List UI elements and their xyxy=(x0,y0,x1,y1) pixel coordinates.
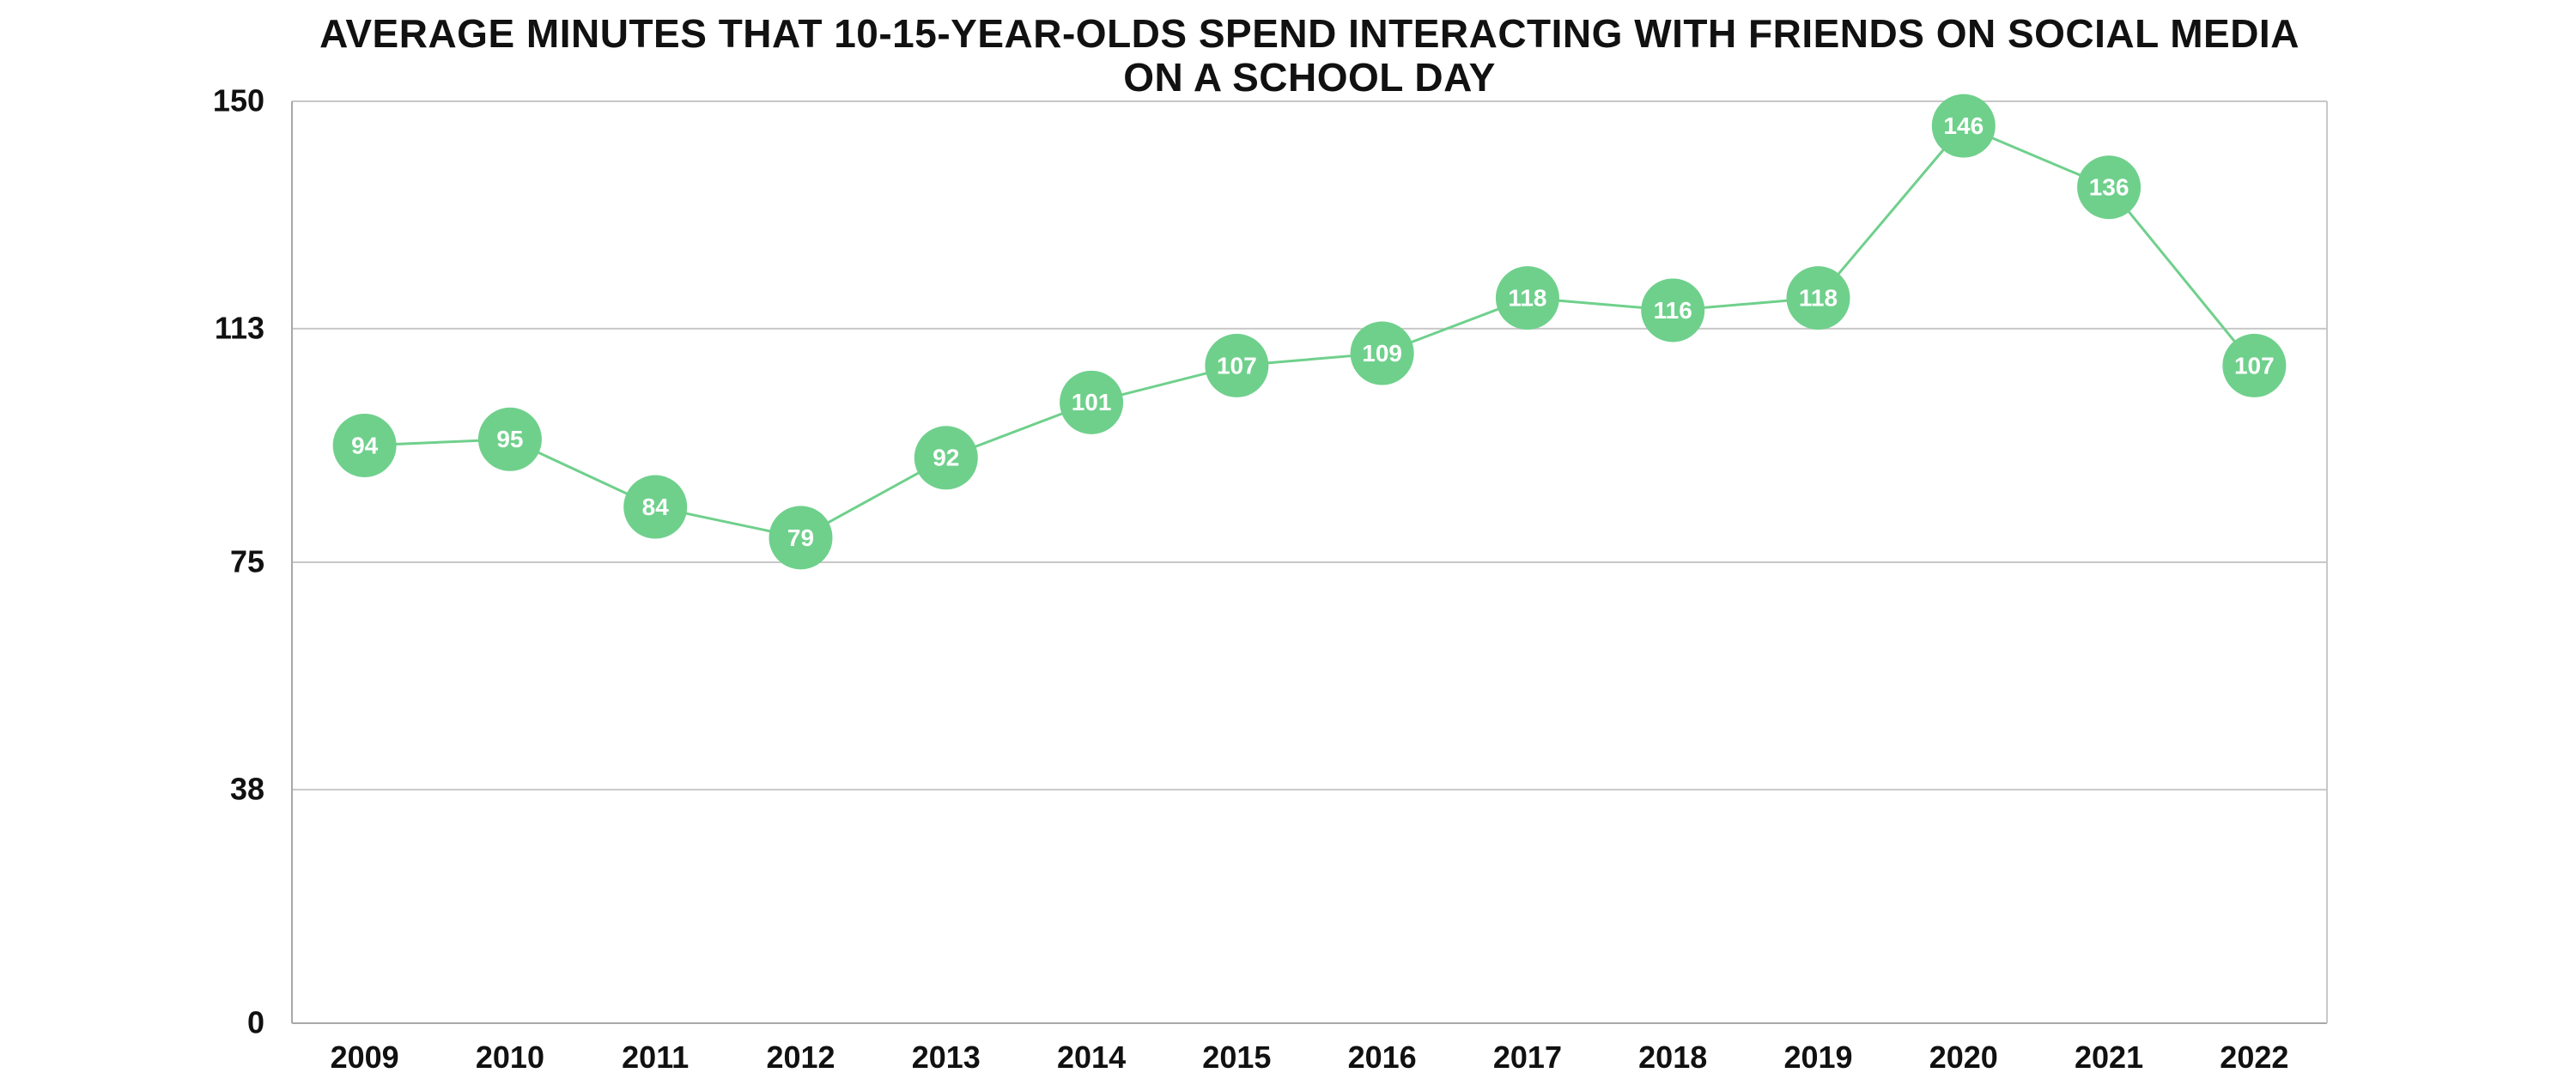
x-tick-label-2009: 2009 xyxy=(331,1040,399,1075)
x-tick-label-2020: 2020 xyxy=(1929,1040,1998,1075)
data-point-label-2017: 118 xyxy=(1508,285,1546,312)
x-tick-label-2021: 2021 xyxy=(2075,1040,2143,1075)
x-tick-label-2013: 2013 xyxy=(912,1040,981,1075)
data-point-2012 xyxy=(769,506,833,570)
chart-title: AVERAGE MINUTES THAT 10-15-YEAR-OLDS SPE… xyxy=(319,11,2300,100)
data-point-2016 xyxy=(1350,321,1414,385)
x-tick-label-2017: 2017 xyxy=(1493,1040,1562,1075)
x-tick-label-2014: 2014 xyxy=(1057,1040,1126,1075)
x-tick-label-2012: 2012 xyxy=(766,1040,835,1075)
y-tick-label: 75 xyxy=(230,544,264,579)
data-point-label-2015: 107 xyxy=(1217,352,1257,379)
data-point-2020 xyxy=(1931,94,1996,158)
x-tick-label-2015: 2015 xyxy=(1202,1040,1271,1075)
data-point-label-2022: 107 xyxy=(2234,352,2275,379)
x-tick-label-2022: 2022 xyxy=(2220,1040,2288,1075)
data-point-2017 xyxy=(1495,266,1559,330)
data-point-label-2011: 84 xyxy=(642,494,670,520)
data-point-label-2020: 146 xyxy=(1943,112,1984,139)
data-point-2011 xyxy=(623,475,688,539)
y-tick-label: 38 xyxy=(230,771,264,806)
x-tick-label-2018: 2018 xyxy=(1638,1040,1707,1075)
data-point-label-2016: 109 xyxy=(1362,340,1402,367)
data-point-label-2012: 79 xyxy=(787,524,814,551)
data-point-2018 xyxy=(1641,278,1705,342)
data-point-2009 xyxy=(332,413,397,477)
data-point-label-2014: 101 xyxy=(1072,389,1112,415)
data-point-2022 xyxy=(2222,333,2287,397)
x-tick-label-2016: 2016 xyxy=(1348,1040,1417,1075)
data-point-label-2010: 95 xyxy=(496,426,523,452)
x-tick-label-2019: 2019 xyxy=(1783,1040,1852,1075)
data-point-2010 xyxy=(477,407,542,471)
y-tick-label: 150 xyxy=(213,83,264,118)
data-point-2013 xyxy=(914,426,978,490)
x-tick-label-2010: 2010 xyxy=(476,1040,544,1075)
data-point-2014 xyxy=(1060,370,1124,434)
data-point-label-2019: 118 xyxy=(1799,285,1838,312)
data-point-2019 xyxy=(1786,266,1850,330)
x-tick-label-2011: 2011 xyxy=(622,1040,689,1075)
data-line xyxy=(364,124,2256,539)
data-point-2015 xyxy=(1205,333,1269,397)
y-tick-label: 113 xyxy=(215,310,264,345)
data-point-label-2013: 92 xyxy=(933,445,959,471)
y-tick-label: 0 xyxy=(247,1005,264,1040)
data-point-label-2009: 94 xyxy=(351,432,379,458)
data-point-label-2021: 136 xyxy=(2089,174,2129,201)
data-point-label-2018: 116 xyxy=(1654,297,1692,324)
data-point-2021 xyxy=(2077,155,2142,220)
